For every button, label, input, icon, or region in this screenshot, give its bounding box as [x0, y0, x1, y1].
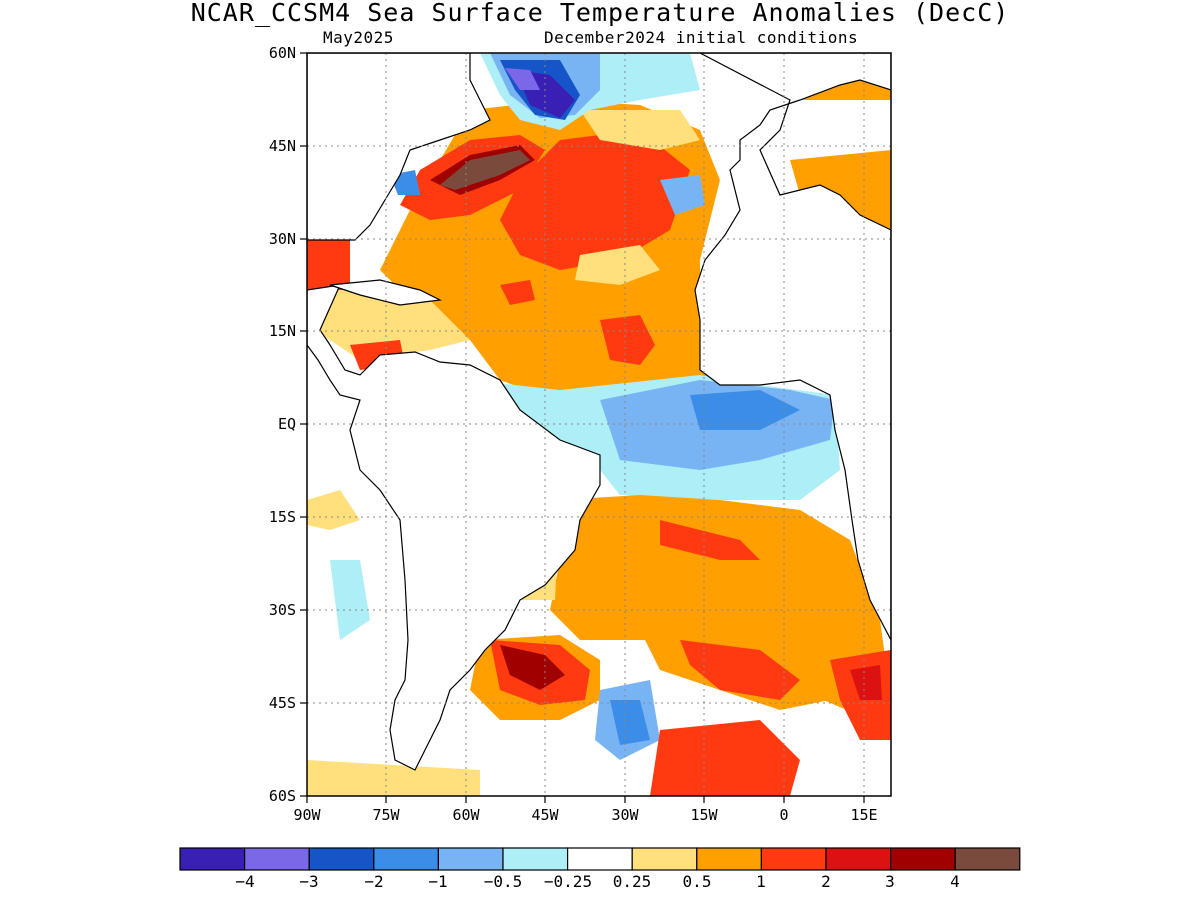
colorbar-swatch [308, 847, 375, 871]
lat-label: 15S [269, 508, 296, 526]
cuba [329, 279, 443, 306]
colorbar-swatch [437, 847, 504, 871]
colorbar-label: −0.25 [544, 872, 592, 891]
colorbar-label: −1 [428, 872, 447, 891]
colorbar-swatch [502, 847, 569, 871]
anomaly-field [307, 53, 891, 796]
forecast-month: May2025 [323, 28, 394, 47]
colorbar-label: −3 [299, 872, 318, 891]
lat-label: 45S [269, 694, 296, 712]
colorbar-label: 0.25 [613, 872, 652, 891]
lon-label: 45W [531, 806, 559, 824]
axis-ticks [300, 52, 865, 803]
colorbar-label: 1 [756, 872, 766, 891]
colorbar-label: −0.5 [484, 872, 523, 891]
map-title: NCAR_CCSM4 Sea Surface Temperature Anoma… [190, 0, 1010, 27]
south-america [307, 284, 601, 771]
lon-label: 15E [850, 806, 877, 824]
africa-europe [694, 53, 891, 641]
colorbar-labels: −4 −3 −2 −1 −0.5 −0.25 0.25 0.5 1 2 3 4 [235, 872, 959, 891]
colorbar-swatch [696, 847, 762, 871]
colorbar-swatch [760, 847, 827, 871]
lon-label: 0 [779, 806, 788, 824]
initial-conditions: December2024 initial conditions [544, 28, 859, 47]
lat-label: 60S [269, 787, 296, 805]
colorbar-swatch [566, 847, 633, 871]
lat-label: 45N [269, 137, 296, 155]
colorbar-label: −2 [364, 872, 383, 891]
colorbar-swatch [825, 847, 892, 871]
colorbar-label: 4 [950, 872, 960, 891]
colorbar-label: −4 [235, 872, 254, 891]
lon-label: 75W [372, 806, 400, 824]
latitude-labels: 60N 45N 30N 15N EQ 15S 30S 45S 60S [269, 44, 296, 805]
colorbar-label: 0.5 [683, 872, 712, 891]
lat-label: 60N [269, 44, 296, 62]
colorbar-swatch [244, 847, 310, 871]
colorbar [179, 847, 1021, 871]
colorbar-swatch [179, 847, 246, 871]
colorbar-swatch [631, 847, 698, 871]
lon-label: 15W [690, 806, 718, 824]
colorbar-swatch [954, 847, 1021, 871]
colorbar-label: 3 [885, 872, 895, 891]
lon-label: 30W [611, 806, 639, 824]
colorbar-swatch [889, 847, 956, 871]
lat-label: 30N [269, 230, 296, 248]
colorbar-label: 2 [821, 872, 831, 891]
graticule [307, 53, 891, 796]
lat-label: EQ [278, 415, 296, 433]
lat-label: 30S [269, 601, 296, 619]
lon-label: 60W [452, 806, 480, 824]
lon-label: 90W [293, 806, 321, 824]
lat-label: 15N [269, 322, 296, 340]
colorbar-swatch [373, 847, 439, 871]
longitude-labels: 90W 75W 60W 45W 30W 15W 0 15E [293, 806, 877, 824]
